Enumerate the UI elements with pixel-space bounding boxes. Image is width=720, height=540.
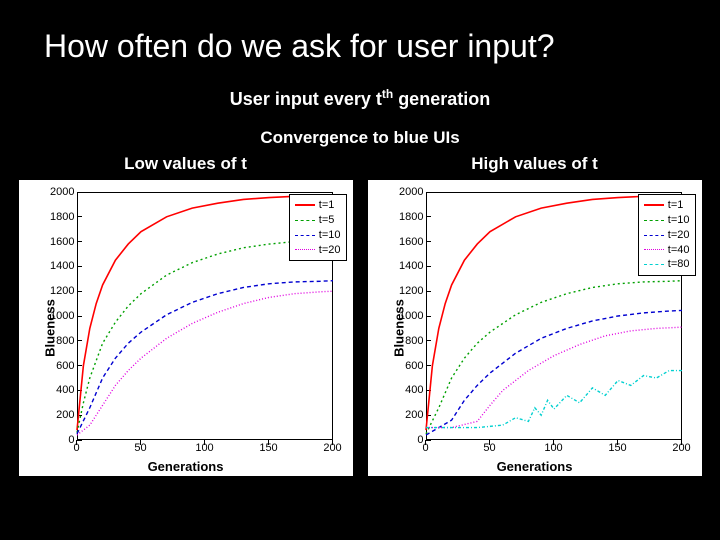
legend-swatch bbox=[644, 220, 664, 221]
series-line bbox=[426, 281, 682, 434]
series-line bbox=[77, 240, 333, 433]
chart-right: BluenessGenerations020040060080010001200… bbox=[368, 180, 702, 476]
legend-swatch bbox=[644, 235, 664, 236]
legend-swatch bbox=[644, 264, 664, 265]
legend-label: t=80 bbox=[668, 257, 690, 272]
chart-label-right: High values of t bbox=[471, 154, 598, 174]
legend-row: t=20 bbox=[295, 243, 341, 258]
legend-label: t=5 bbox=[319, 213, 335, 228]
legend-swatch bbox=[295, 204, 315, 206]
legend-label: t=20 bbox=[668, 228, 690, 243]
legend-label: t=10 bbox=[319, 228, 341, 243]
subtitle-user-input: User input every tth generation bbox=[0, 87, 720, 110]
legend-row: t=80 bbox=[644, 257, 690, 272]
legend-row: t=5 bbox=[295, 213, 341, 228]
legend-row: t=10 bbox=[644, 213, 690, 228]
series-line bbox=[426, 327, 682, 427]
legend: t=1t=5t=10t=20 bbox=[289, 194, 347, 261]
chart-col-left: Low values of t BluenessGenerations02004… bbox=[18, 154, 353, 476]
subtitle1-sup: th bbox=[382, 87, 393, 101]
charts-row: Low values of t BluenessGenerations02004… bbox=[0, 148, 720, 476]
legend-row: t=1 bbox=[295, 198, 341, 213]
subtitle1-suffix: generation bbox=[393, 89, 490, 109]
subtitle-convergence: Convergence to blue UIs bbox=[0, 128, 720, 148]
legend-row: t=1 bbox=[644, 198, 690, 213]
legend-swatch bbox=[644, 204, 664, 206]
legend-swatch bbox=[295, 249, 315, 250]
slide-title: How often do we ask for user input? bbox=[0, 0, 720, 65]
legend-row: t=40 bbox=[644, 243, 690, 258]
legend-label: t=10 bbox=[668, 213, 690, 228]
legend-swatch bbox=[644, 249, 664, 250]
subtitle1-prefix: User input every t bbox=[230, 89, 382, 109]
legend: t=1t=10t=20t=40t=80 bbox=[638, 194, 696, 276]
legend-swatch bbox=[295, 220, 315, 221]
legend-row: t=10 bbox=[295, 228, 341, 243]
chart-left: BluenessGenerations020040060080010001200… bbox=[19, 180, 353, 476]
legend-label: t=20 bbox=[319, 243, 341, 258]
chart-label-left: Low values of t bbox=[124, 154, 247, 174]
legend-label: t=40 bbox=[668, 243, 690, 258]
legend-row: t=20 bbox=[644, 228, 690, 243]
series-line bbox=[426, 310, 682, 435]
legend-label: t=1 bbox=[319, 198, 335, 213]
series-line bbox=[77, 291, 333, 435]
legend-label: t=1 bbox=[668, 198, 684, 213]
series-line bbox=[426, 371, 682, 428]
legend-swatch bbox=[295, 235, 315, 236]
series-line bbox=[77, 281, 333, 434]
chart-col-right: High values of t BluenessGenerations0200… bbox=[367, 154, 702, 476]
